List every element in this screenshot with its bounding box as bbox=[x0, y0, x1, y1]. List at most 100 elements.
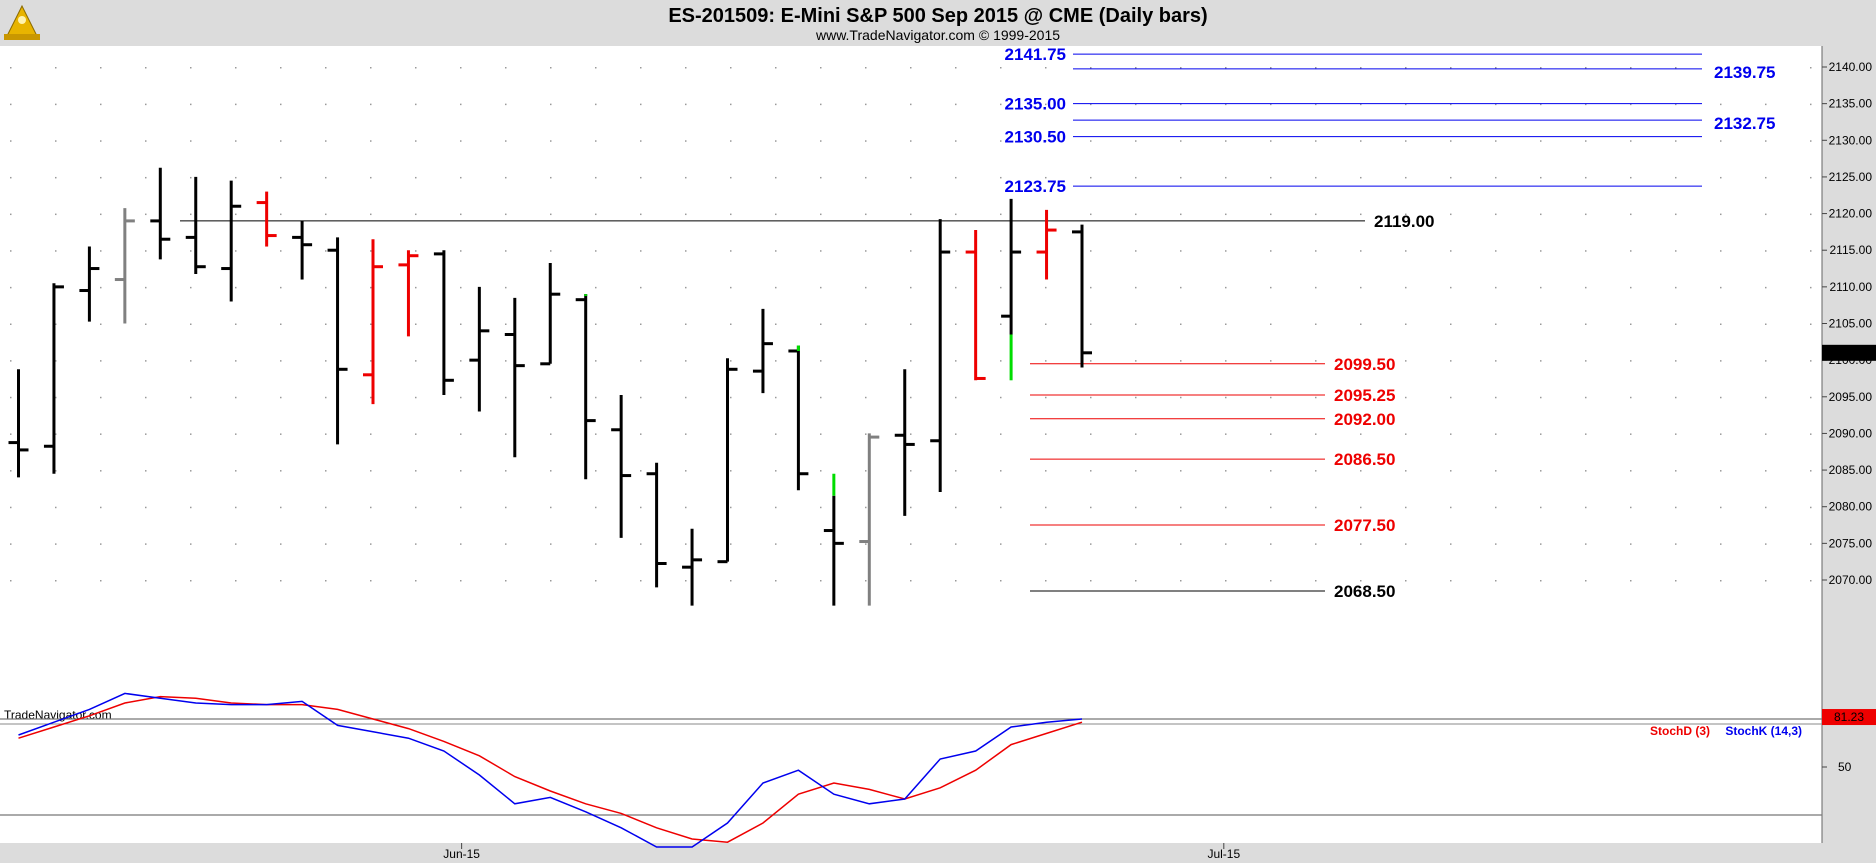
grid-dot bbox=[865, 323, 867, 325]
grid-dot bbox=[1585, 250, 1587, 252]
grid-dot bbox=[820, 470, 822, 472]
grid-dot bbox=[1585, 506, 1587, 509]
grid-dot bbox=[10, 360, 12, 362]
grid-dot bbox=[370, 360, 372, 362]
grid-dot bbox=[595, 433, 597, 435]
grid-dot bbox=[595, 323, 597, 325]
grid-dot bbox=[505, 506, 507, 509]
grid-dot bbox=[1450, 580, 1452, 582]
grid-dot bbox=[370, 396, 372, 399]
grid-dot bbox=[1135, 543, 1137, 545]
grid-dot bbox=[955, 103, 957, 106]
grid-dot bbox=[1810, 580, 1812, 582]
grid-dot bbox=[1720, 323, 1722, 325]
grid-dot bbox=[1405, 67, 1407, 69]
grid-dot bbox=[640, 470, 642, 472]
grid-dot bbox=[1630, 396, 1632, 399]
grid-dot bbox=[145, 470, 147, 472]
ohlc-bar bbox=[79, 246, 100, 322]
grid-dot bbox=[550, 67, 552, 69]
grid-dot bbox=[1135, 396, 1137, 399]
grid-dot bbox=[1765, 433, 1767, 435]
y-tick-label: 2075.00 bbox=[1829, 536, 1873, 550]
grid-dot bbox=[190, 506, 192, 509]
grid-dot bbox=[1405, 543, 1407, 545]
grid-dot bbox=[1315, 433, 1317, 435]
grid-dot bbox=[820, 176, 822, 179]
grid-dot bbox=[730, 360, 732, 362]
grid-dot bbox=[10, 396, 12, 399]
grid-dot bbox=[955, 470, 957, 472]
ohlc-bar bbox=[327, 237, 348, 445]
ohlc-bar bbox=[433, 250, 454, 395]
grid-dot bbox=[460, 103, 462, 106]
grid-dot bbox=[1135, 176, 1137, 179]
price-levels: 2141.75 2139.75 2135.00 2132.75 2130.50 2123.… bbox=[180, 45, 1775, 601]
grid-dot bbox=[1540, 543, 1542, 545]
grid-dot bbox=[1360, 396, 1362, 399]
grid-dot bbox=[1450, 103, 1452, 106]
grid-dot bbox=[1630, 433, 1632, 435]
grid-dot bbox=[685, 103, 687, 106]
grid-dot bbox=[1045, 67, 1047, 69]
grid-dot bbox=[730, 213, 732, 216]
grid-dot bbox=[1270, 103, 1272, 106]
grid-dot bbox=[730, 140, 732, 142]
grid-dot bbox=[1765, 396, 1767, 399]
level-label-2086.50: 2086.50 bbox=[1334, 450, 1395, 469]
ohlc-bar bbox=[1036, 209, 1057, 280]
grid-dot bbox=[1180, 506, 1182, 509]
grid-dot bbox=[820, 213, 822, 216]
grid-dot bbox=[1270, 543, 1272, 545]
grid-dot bbox=[1360, 176, 1362, 179]
grid-dot bbox=[1405, 433, 1407, 435]
grid-dot bbox=[280, 103, 282, 106]
grid-dot bbox=[595, 286, 597, 289]
grid-dot bbox=[1000, 433, 1002, 435]
grid-dot bbox=[775, 213, 777, 216]
grid-dot bbox=[145, 176, 147, 179]
legend-stochk: StochK (14,3) bbox=[1725, 724, 1802, 738]
grid-dot bbox=[1000, 543, 1002, 545]
grid-dot bbox=[640, 543, 642, 545]
ohlc-bar bbox=[185, 176, 206, 275]
grid-dot bbox=[235, 250, 237, 252]
grid-dot bbox=[460, 286, 462, 289]
grid-dot bbox=[1810, 140, 1812, 142]
ohlc-bar bbox=[823, 495, 844, 606]
grid-dot bbox=[1720, 250, 1722, 252]
grid-dot bbox=[1045, 506, 1047, 509]
grid-dot bbox=[505, 176, 507, 179]
grid-dot bbox=[1270, 213, 1272, 216]
grid-dot bbox=[640, 176, 642, 179]
grid-dot bbox=[55, 176, 57, 179]
ohlc-bar bbox=[611, 394, 632, 538]
grid-dot bbox=[775, 396, 777, 399]
ohlc-bar bbox=[575, 294, 596, 480]
grid-dot bbox=[1495, 580, 1497, 582]
grid-dot bbox=[100, 67, 102, 69]
grid-dot bbox=[1405, 580, 1407, 582]
grid-dot bbox=[505, 323, 507, 325]
grid-dot bbox=[1360, 67, 1362, 69]
grid-dot bbox=[1360, 140, 1362, 142]
grid-dot bbox=[1135, 67, 1137, 69]
grid-dot bbox=[100, 286, 102, 289]
grid-dot bbox=[1585, 470, 1587, 472]
grid-dot bbox=[10, 580, 12, 582]
grid-dot bbox=[1675, 67, 1677, 69]
grid-dot bbox=[1270, 360, 1272, 362]
grid-dot bbox=[1765, 286, 1767, 289]
grid-dot bbox=[370, 286, 372, 289]
grid-dot bbox=[280, 543, 282, 545]
grid-dot bbox=[100, 176, 102, 179]
grid-dot bbox=[1000, 580, 1002, 582]
grid-dot bbox=[1765, 213, 1767, 216]
grid-dot bbox=[1540, 250, 1542, 252]
y-tick-label: 2105.00 bbox=[1829, 317, 1873, 331]
grid-dot bbox=[1585, 323, 1587, 325]
grid-dot bbox=[1315, 323, 1317, 325]
grid-dot bbox=[1720, 506, 1722, 509]
grid-dot bbox=[190, 433, 192, 435]
grid-dot bbox=[820, 580, 822, 582]
